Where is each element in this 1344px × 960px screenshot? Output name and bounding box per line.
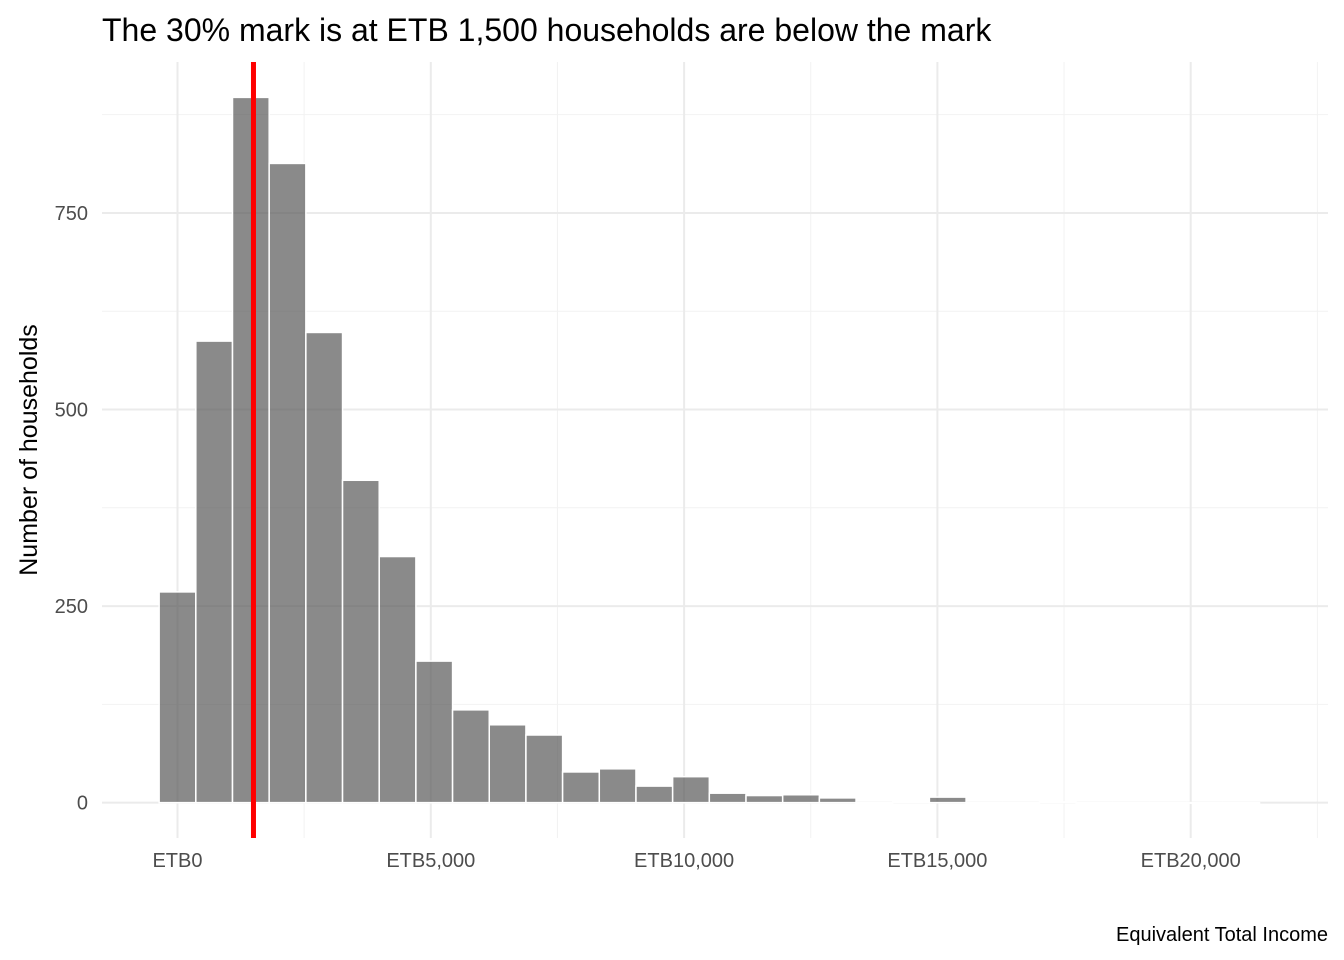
x-tick-label: ETB0: [152, 850, 202, 872]
histogram-bar: [415, 660, 454, 804]
histogram-bar: [341, 479, 380, 804]
histogram-bar: [561, 771, 601, 804]
histogram-bar: [1112, 801, 1151, 804]
x-tick-label: ETB15,000: [887, 850, 987, 872]
histogram-bar: [928, 796, 967, 804]
y-axis-title: Number of households: [15, 324, 43, 576]
y-axis-tick-labels: 0 250 500 750: [55, 203, 88, 815]
histogram-bar: [488, 724, 527, 804]
histogram-bar: [1002, 801, 1041, 804]
histogram-bar: [671, 775, 711, 804]
x-axis-tick-labels: ETB0 ETB5,000 ETB10,000 ETB15,000 ETB20,000: [152, 850, 1240, 872]
histogram-bar: [1038, 801, 1077, 804]
histogram-bar: [891, 801, 931, 804]
histogram-bar: [305, 331, 344, 804]
histogram-bar: [268, 162, 307, 804]
histogram-bar: [195, 340, 234, 804]
histogram-bar: [525, 734, 564, 804]
histogram-bar: [708, 792, 747, 804]
histogram-bar: [451, 709, 491, 804]
histogram-bar: [231, 96, 270, 804]
y-tick-label: 0: [77, 793, 88, 815]
histogram-bar: [1222, 801, 1261, 804]
histogram-bar: [781, 794, 821, 804]
y-tick-label: 750: [55, 203, 88, 225]
histogram-bar: [855, 801, 894, 804]
x-tick-label: ETB5,000: [386, 850, 475, 872]
x-tick-label: ETB10,000: [634, 850, 734, 872]
x-axis-title: Equivalent Total Income: [1116, 924, 1328, 946]
histogram-bar: [378, 555, 417, 804]
histogram-bar: [818, 797, 857, 804]
histogram-bar: [965, 801, 1004, 804]
histogram-bar: [745, 794, 784, 804]
histogram-bar: [1075, 801, 1114, 804]
chart-title: The 30% mark is at ETB 1,500 households …: [102, 12, 992, 48]
histogram-bar: [158, 591, 197, 804]
y-tick-label: 500: [55, 400, 88, 422]
histogram-bar: [1148, 801, 1187, 804]
histogram-bar: [635, 785, 674, 804]
histogram-bar: [1185, 801, 1224, 804]
x-tick-label: ETB20,000: [1141, 850, 1241, 872]
histogram-bars: [158, 96, 1261, 804]
y-tick-label: 250: [55, 596, 88, 618]
histogram-bar: [598, 768, 637, 804]
